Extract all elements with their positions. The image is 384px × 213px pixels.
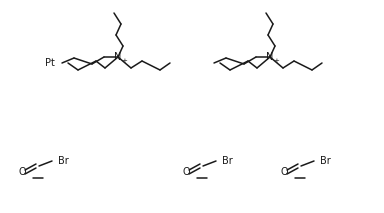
Text: O: O	[18, 167, 26, 177]
Text: Br: Br	[222, 156, 233, 166]
Text: Pt: Pt	[45, 58, 55, 68]
Text: +: +	[121, 58, 127, 64]
Text: Br: Br	[58, 156, 69, 166]
Text: Br: Br	[320, 156, 331, 166]
Text: +: +	[273, 58, 279, 64]
Text: N: N	[266, 52, 274, 62]
Text: N: N	[114, 52, 122, 62]
Text: O: O	[280, 167, 288, 177]
Text: O: O	[182, 167, 190, 177]
